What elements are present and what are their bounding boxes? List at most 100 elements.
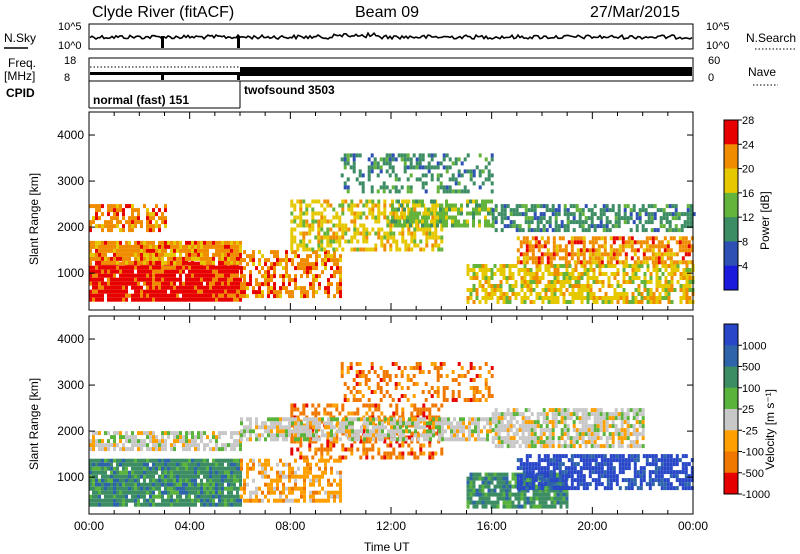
power-cell-band-3: [327, 254, 330, 259]
power-cell-band-1: [221, 252, 224, 257]
vel-cell-band-1: [176, 435, 179, 440]
power-cell-band-7: [472, 272, 476, 276]
power-cell-band-7: [490, 272, 494, 276]
power-cell-band-7: [493, 292, 497, 296]
vel-cell-band-4: [294, 433, 297, 438]
vel-cell-band-0: [239, 474, 242, 479]
power-cell-band-4: [329, 235, 333, 240]
power-cell-band-7: [514, 296, 518, 300]
power-cell-band-6: [445, 203, 448, 208]
vel-cell-band-0: [146, 498, 149, 503]
vel-cell-band-5: [524, 424, 528, 429]
power-cell-band-9: [614, 216, 618, 221]
vel-cell-band-4: [249, 421, 252, 426]
power-cell-band-4: [290, 203, 294, 208]
power-cell-band-0: [206, 293, 209, 298]
power-cell-band-9: [596, 216, 600, 221]
vel-cell-band-1: [140, 443, 143, 448]
vel-cell-band-1: [191, 435, 194, 440]
vel-cell-band-0: [179, 478, 182, 483]
power-cell-band-8: [672, 236, 676, 241]
power-cell-band-0: [227, 285, 230, 290]
power-cell-band-1: [137, 248, 140, 253]
power-cell-band-7: [550, 296, 554, 300]
power-colorbar-tick-2: 12: [742, 212, 754, 224]
power-cell-band-0: [191, 285, 194, 290]
power-cell-band-8: [525, 240, 529, 245]
vel-cell-band-2: [288, 498, 291, 503]
vel-cell-band-5: [590, 408, 594, 413]
power-cell-band-5: [463, 185, 467, 190]
power-cell-band-1: [197, 244, 200, 249]
power-cell-band-7: [607, 284, 611, 288]
vel-cell-band-3: [347, 447, 351, 452]
vel-cell-band-4: [396, 425, 399, 430]
vel-cell-band-2: [249, 498, 252, 503]
vel-cell-band-5: [599, 424, 603, 429]
vel-cell-band-4: [414, 417, 417, 422]
vel-cell-band-4: [390, 429, 393, 434]
power-cell-band-8: [621, 260, 625, 265]
power-cell-band-6: [460, 211, 463, 216]
power-cell-band-5: [448, 177, 452, 182]
power-cell-band-9: [632, 220, 636, 225]
vel-cell-band-4: [318, 425, 321, 430]
power-cell-band-5: [490, 189, 494, 194]
vel-cell-band-0: [125, 498, 128, 503]
vel-cell-band-1: [161, 439, 164, 444]
vel-cell-band-3: [347, 411, 351, 416]
power-cell-band-5: [391, 165, 395, 170]
power-cell-band-4: [350, 247, 354, 252]
vel-cell-band-0: [110, 466, 113, 471]
power-cell-band-8: [594, 252, 598, 257]
power-cell-band-0: [209, 273, 212, 278]
power-cell-band-1: [212, 252, 215, 257]
vel-cell-band-5: [575, 408, 579, 413]
power-cell-band-0: [167, 277, 170, 282]
vel-cell-band-0: [230, 470, 233, 475]
power-cell-band-7: [475, 296, 479, 300]
power-cell-band-4: [371, 247, 375, 252]
power-cell-band-0: [227, 269, 230, 274]
power-cell-band-0: [224, 277, 227, 282]
power-cell-band-3: [312, 262, 315, 267]
power-cell-band-3: [291, 262, 294, 267]
power-cell-band-2: [131, 208, 134, 213]
vel-cell-band-0: [122, 474, 125, 479]
power-cell-band-4: [302, 243, 306, 248]
vel-cell-band-0: [200, 470, 203, 475]
power-cell-band-9: [515, 224, 519, 229]
power-cell-band-8: [600, 256, 604, 261]
power-cell-band-0: [149, 285, 152, 290]
vel-cell-band-2: [270, 486, 273, 491]
power-cell-band-0: [143, 289, 146, 294]
power-cell-band-4: [413, 207, 417, 212]
vel-cell-band-0: [239, 478, 242, 483]
vel-cell-band-0: [137, 466, 140, 471]
power-cell-band-0: [188, 285, 191, 290]
power-cell-band-0: [119, 289, 122, 294]
power-cell-band-7: [481, 264, 485, 268]
power-cell-band-0: [140, 285, 143, 290]
power-cell-band-0: [215, 289, 218, 294]
power-cell-band-7: [616, 300, 620, 304]
vel-cell-band-0: [140, 458, 143, 463]
vel-cell-band-5: [551, 424, 555, 429]
power-cell-band-3: [270, 266, 273, 271]
power-cell-band-5: [406, 157, 410, 162]
vel-cell-band-0: [200, 494, 203, 499]
power-cell-band-0: [119, 281, 122, 286]
power-cell-band-9: [647, 204, 651, 209]
vel-cell-band-2: [279, 494, 282, 499]
vel-cell-band-0: [164, 490, 167, 495]
power-cell-band-9: [623, 208, 627, 213]
power-cell-band-4: [314, 211, 318, 216]
vel-cell-band-3: [392, 447, 396, 452]
power-cell-band-4: [437, 243, 441, 248]
power-cell-band-7: [661, 284, 665, 288]
vel-cell-band-4: [252, 429, 255, 434]
vel-cell-band-0: [104, 458, 107, 463]
vel-cell-band-5: [530, 440, 534, 445]
